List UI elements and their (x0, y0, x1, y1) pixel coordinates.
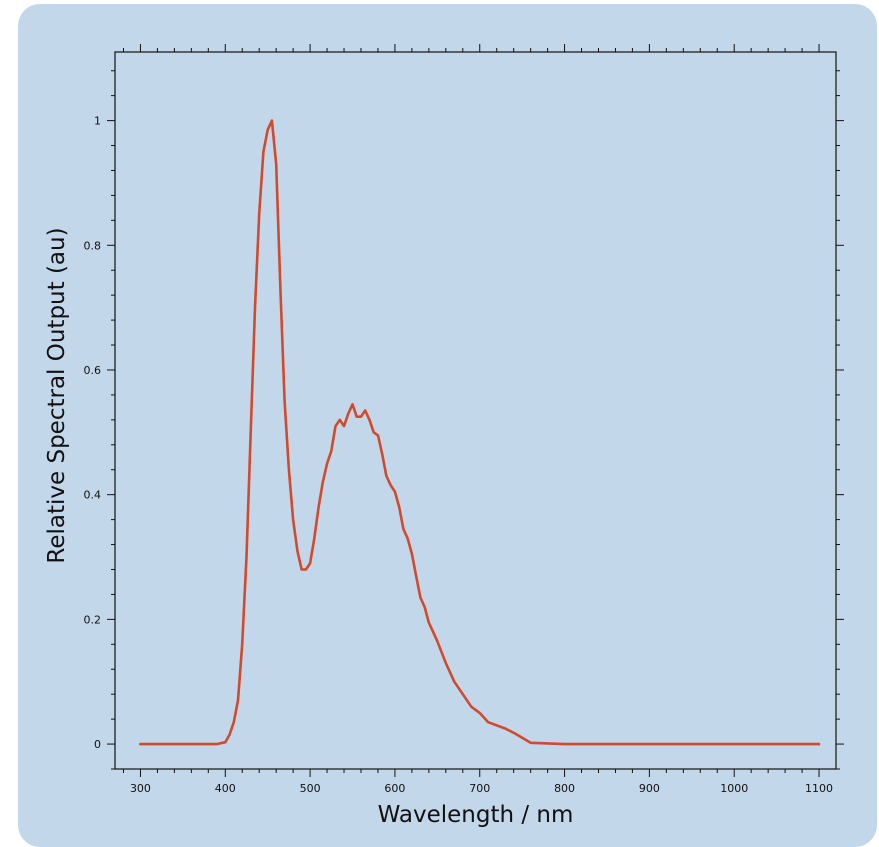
y-tick-label: 1 (94, 115, 101, 128)
tick-marks (107, 44, 844, 777)
y-tick-label: 0 (94, 738, 101, 751)
x-tick-label: 700 (469, 782, 490, 795)
chart-background (18, 4, 877, 847)
x-tick-label: 500 (300, 782, 321, 795)
y-tick-label: 0.6 (84, 364, 102, 377)
y-tick-label: 0.4 (84, 489, 102, 502)
spectral-output-chart: 300 400 500 600 700 800 900 1000 1100 0 0.2 0.4 0.6 0… (18, 4, 877, 847)
x-tick-label: 400 (215, 782, 236, 795)
tick-labels: 300 400 500 600 700 800 900 1000 1100 0 0.2 0.4 0.6 0… (84, 115, 834, 795)
plot-frame (114, 51, 837, 770)
y-axis-title: Relative Spectral Output (au) (44, 227, 70, 563)
x-tick-label: 300 (130, 782, 151, 795)
x-tick-label: 800 (554, 782, 575, 795)
y-tick-label: 0.8 (84, 239, 102, 252)
x-tick-label: 1100 (805, 782, 833, 795)
spectral-output-line (139, 119, 821, 746)
x-tick-label: 600 (384, 782, 405, 795)
chart-panel: 300 400 500 600 700 800 900 1000 1100 0 0.2 0.4 0.6 0… (18, 4, 877, 847)
x-axis-title: Wavelength / nm (378, 802, 574, 828)
x-tick-label: 1000 (720, 782, 748, 795)
y-tick-label: 0.2 (84, 613, 102, 626)
x-tick-label: 900 (639, 782, 660, 795)
